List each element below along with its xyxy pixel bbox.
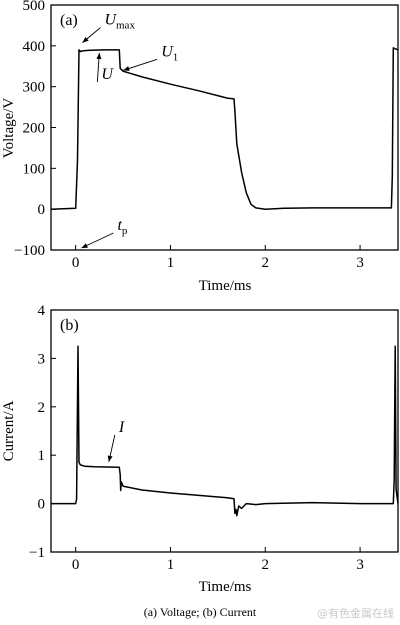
voltage-x-tick-label: 1 xyxy=(167,255,175,271)
voltage-annotation-arrowhead xyxy=(81,243,88,248)
current-y-axis-label: Current/A xyxy=(1,400,17,461)
current-x-tick-label: 0 xyxy=(72,557,80,573)
voltage-trace xyxy=(50,47,399,210)
voltage-annotation-label: U xyxy=(101,66,114,83)
current-y-tick-label: 2 xyxy=(38,400,46,416)
current-y-tick-label: −1 xyxy=(29,545,45,561)
figure-caption: (a) Voltage; (b) Current xyxy=(144,605,257,619)
current-x-tick-label: 3 xyxy=(356,557,364,573)
current-x-axis-label: Time/ms xyxy=(199,579,252,595)
voltage-y-axis-label: Voltage/V xyxy=(1,98,17,159)
voltage-annotation-subscript: 1 xyxy=(173,51,179,63)
panel-label-b: (b) xyxy=(60,317,79,334)
voltage-x-tick-label: 3 xyxy=(356,255,364,271)
voltage-y-tick-label: 100 xyxy=(23,161,46,177)
current-trace xyxy=(51,345,399,517)
voltage-annotation-arrowhead xyxy=(82,36,89,43)
voltage-annotation-arrowhead xyxy=(96,52,102,60)
voltage-annotation-label: tp xyxy=(117,217,127,237)
voltage-plot-frame xyxy=(50,4,399,251)
current-plot-frame xyxy=(50,309,399,553)
voltage-annotation-label: U1 xyxy=(161,43,178,63)
current-x-tick-label: 1 xyxy=(167,557,175,573)
voltage-chart: 0 1 2 3 −100 0 100 200 300 400 500 (a) Voltage/V T… xyxy=(1,0,399,294)
voltage-annotation-arrowhead xyxy=(123,66,130,71)
voltage-y-tick-label: 0 xyxy=(38,202,46,218)
panel-label-a: (a) xyxy=(60,12,78,29)
voltage-y-tick-label: 300 xyxy=(23,80,46,96)
voltage-annotation-label: Umax xyxy=(104,12,135,32)
current-y-tick-label: 3 xyxy=(38,351,46,367)
current-annotations: I xyxy=(107,419,125,462)
watermark-text: @有色金属在线 xyxy=(317,606,394,620)
voltage-y-tick-label: 400 xyxy=(23,39,46,55)
current-y-tick-label: 1 xyxy=(38,448,46,464)
voltage-y-tick-label: 200 xyxy=(23,121,46,137)
current-annotation-arrowhead xyxy=(107,455,113,462)
voltage-annotations: Umax U U1 tp xyxy=(81,12,178,249)
voltage-annotation-subscript: p xyxy=(122,225,128,237)
voltage-x-tick-label: 2 xyxy=(262,255,270,271)
voltage-y-tick-label: 500 xyxy=(23,0,46,14)
current-chart: 0 1 2 3 −1 0 1 2 3 4 (b) Current/A Time/ms I xyxy=(1,303,399,595)
voltage-x-tick-label: 0 xyxy=(72,255,80,271)
current-y-tick-label: 0 xyxy=(38,497,46,513)
current-y-tick-label: 4 xyxy=(38,303,46,319)
voltage-y-tick-label: −100 xyxy=(14,243,45,259)
voltage-annotation-subscript: max xyxy=(116,20,135,32)
voltage-x-axis-label: Time/ms xyxy=(199,278,252,294)
current-x-tick-label: 2 xyxy=(262,557,270,573)
current-annotation-label: I xyxy=(118,419,125,436)
